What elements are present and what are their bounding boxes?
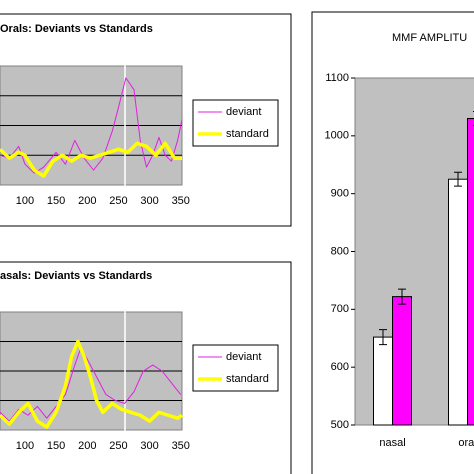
data-line: [0, 77, 183, 174]
error-bar: [379, 329, 387, 346]
x-tick-label: 200: [78, 195, 96, 207]
error-bar: [398, 288, 406, 305]
y-tick-label: 700: [331, 303, 349, 315]
x-tick-label: 350: [172, 195, 190, 207]
y-tick-label: 1000: [325, 130, 349, 142]
x-tick-label: 100: [16, 440, 34, 452]
bar: [392, 296, 412, 426]
error-bar: [454, 171, 462, 187]
chart-title: asals: Deviants vs Standards: [0, 270, 152, 282]
x-tick-label: nasal: [379, 437, 405, 449]
x-tick-label: 150: [47, 195, 65, 207]
y-tick-label: 600: [331, 361, 349, 373]
bar: [467, 117, 474, 426]
y-tick-label: 500: [331, 419, 349, 431]
chart-title: Orals: Deviants vs Standards: [0, 23, 153, 35]
x-tick-label: oral: [458, 437, 474, 449]
x-tick-label: 150: [47, 440, 65, 452]
bar: [373, 336, 393, 426]
x-tick-label: 300: [140, 195, 158, 207]
y-tick-label: 900: [331, 188, 349, 200]
legend-label: deviant: [226, 351, 261, 363]
x-tick-label: 100: [16, 195, 34, 207]
x-tick-label: 300: [140, 440, 158, 452]
y-tick-label: 1100: [325, 72, 349, 84]
data-line: [0, 339, 183, 429]
chart-title: MMF AMPLITU: [392, 32, 467, 44]
x-tick-label: 250: [109, 440, 127, 452]
legend-label: standard: [226, 128, 269, 140]
y-tick-label: 800: [331, 245, 349, 257]
legend: [192, 99, 279, 147]
legend: [192, 344, 279, 392]
bar: [448, 178, 468, 426]
data-line: [0, 141, 182, 178]
legend-label: deviant: [226, 106, 261, 118]
x-tick-label: 200: [78, 440, 96, 452]
x-tick-label: 250: [109, 195, 127, 207]
x-tick-label: 350: [172, 440, 190, 452]
legend-label: standard: [226, 373, 269, 385]
